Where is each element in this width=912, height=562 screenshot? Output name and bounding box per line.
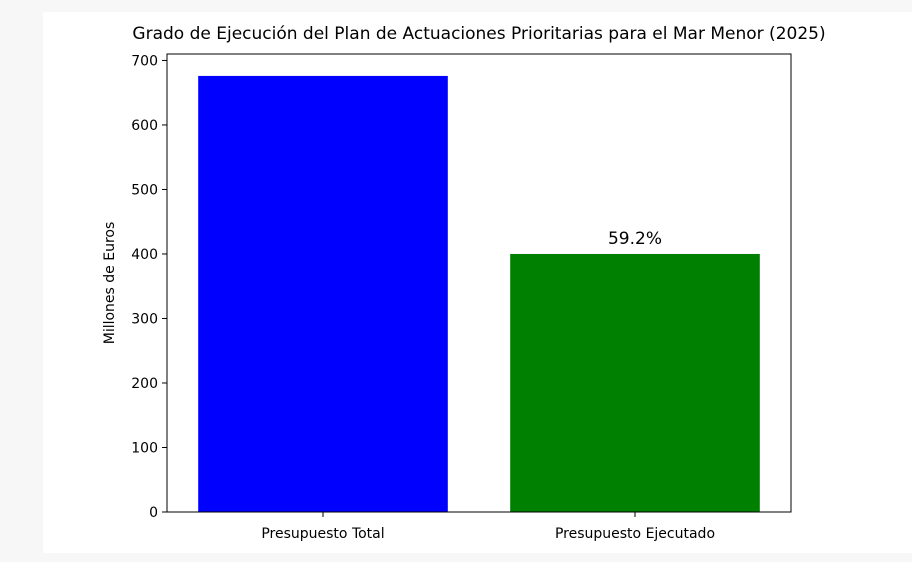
x-tick-label: Presupuesto Ejecutado <box>555 526 715 542</box>
bar-annotation: 59.2% <box>608 229 662 249</box>
y-axis-label: Millones de Euros <box>102 222 118 345</box>
y-tick-label: 300 <box>131 311 158 327</box>
y-tick-label: 400 <box>131 247 158 263</box>
y-tick-label: 700 <box>131 53 158 69</box>
chart-title: Grado de Ejecución del Plan de Actuacion… <box>132 24 825 44</box>
plot-frame <box>166 53 792 513</box>
x-tick-label: Presupuesto Total <box>261 526 384 542</box>
y-tick-label: 0 <box>149 505 158 521</box>
bar-presupuesto-ejecutado <box>510 253 760 512</box>
bar-chart: Grado de Ejecución del Plan de Actuacion… <box>102 24 826 542</box>
chart-figure: Grado de Ejecución del Plan de Actuacion… <box>43 12 912 553</box>
y-tick-label: 200 <box>131 376 158 392</box>
y-tick-label: 500 <box>131 182 158 198</box>
y-tick-label: 100 <box>131 440 158 456</box>
bar-presupuesto-total <box>198 75 448 512</box>
y-tick-label: 600 <box>131 118 158 134</box>
